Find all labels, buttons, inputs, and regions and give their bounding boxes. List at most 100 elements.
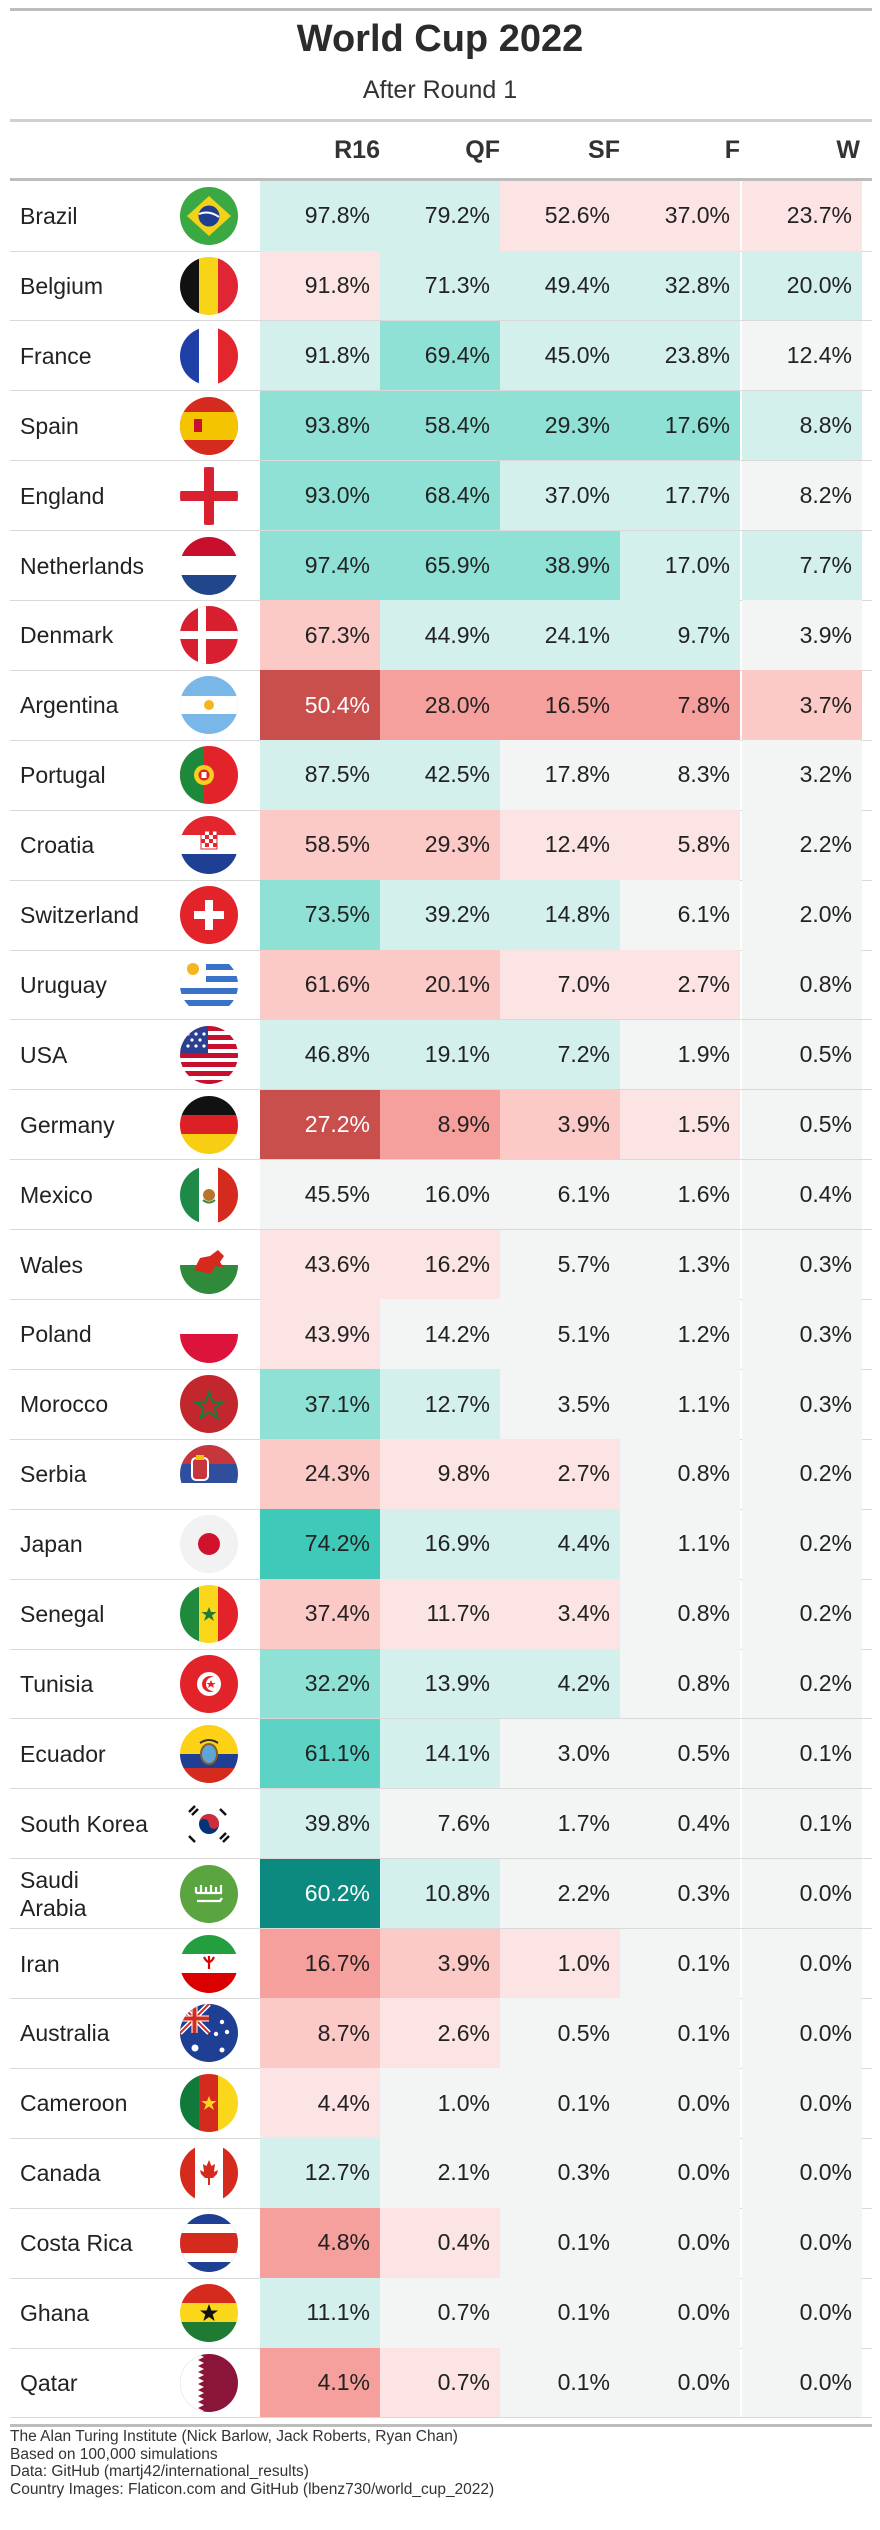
probability-cell-sf: 14.8% bbox=[500, 880, 620, 950]
team-name: Netherlands bbox=[20, 552, 145, 579]
probability-cell-sf: 29.3% bbox=[500, 390, 620, 461]
probability-cell-sf: 1.0% bbox=[500, 1928, 620, 1998]
table-row: Netherlands 97.4% 65.9% 38.9% 17.0% 7.7% bbox=[10, 530, 872, 601]
probability-cell-sf: 16.5% bbox=[500, 670, 620, 740]
wales-flag-icon bbox=[180, 1235, 238, 1294]
probability-cell-w: 0.2% bbox=[742, 1439, 862, 1509]
probability-cell-qf: 20.1% bbox=[380, 949, 500, 1020]
table-row: Ecuador 61.1% 14.1% 3.0% 0.5% 0.1% bbox=[10, 1718, 872, 1790]
probability-cell-qf: 13.9% bbox=[380, 1648, 500, 1719]
probability-cell-sf: 3.0% bbox=[500, 1718, 620, 1789]
probability-cell-r16: 93.8% bbox=[260, 390, 380, 461]
probability-cell-w: 3.2% bbox=[742, 740, 862, 810]
probability-cell-sf: 4.2% bbox=[500, 1648, 620, 1719]
probability-cell-qf: 16.0% bbox=[380, 1159, 500, 1230]
brazil-flag-icon bbox=[180, 187, 238, 245]
probability-cell-w: 7.7% bbox=[742, 530, 862, 600]
saudi-arabia-flag-icon bbox=[180, 1864, 238, 1923]
probability-cell-f: 0.4% bbox=[620, 1788, 740, 1859]
probability-cell-w: 12.4% bbox=[742, 320, 862, 391]
team-name: Wales bbox=[20, 1251, 84, 1278]
probability-cell-r16: 39.8% bbox=[260, 1788, 380, 1859]
probability-cell-f: 0.0% bbox=[620, 2208, 740, 2278]
probability-cell-qf: 28.0% bbox=[380, 670, 500, 740]
chart-subtitle: After Round 1 bbox=[362, 76, 518, 104]
table-row: Spain 93.8% 58.4% 29.3% 17.6% 8.8% bbox=[10, 390, 872, 462]
switzerland-flag-icon bbox=[180, 886, 238, 944]
probability-cell-w: 0.5% bbox=[742, 1089, 862, 1160]
probability-cell-sf: 45.0% bbox=[500, 320, 620, 391]
probability-cell-sf: 5.7% bbox=[500, 1229, 620, 1299]
probability-cell-sf: 2.7% bbox=[500, 1439, 620, 1509]
table-row: Croatia 58.5% 29.3% 12.4% 5.8% 2.2% bbox=[10, 810, 872, 881]
probability-cell-r16: 91.8% bbox=[260, 320, 380, 391]
probability-cell-f: 1.1% bbox=[620, 1369, 740, 1439]
probability-cell-f: 0.3% bbox=[620, 1858, 740, 1929]
footer-simulations: Based on 100,000 simulations bbox=[10, 2445, 218, 2463]
probability-cell-r16: 61.6% bbox=[260, 949, 380, 1020]
probability-cell-qf: 16.9% bbox=[380, 1509, 500, 1579]
probability-cell-qf: 7.6% bbox=[380, 1788, 500, 1859]
probability-cell-qf: 11.7% bbox=[380, 1579, 500, 1649]
probability-cell-r16: 4.4% bbox=[260, 2068, 380, 2138]
denmark-flag-icon bbox=[180, 606, 238, 665]
probability-cell-sf: 3.9% bbox=[500, 1089, 620, 1160]
probability-cell-w: 8.2% bbox=[742, 460, 862, 531]
probability-cell-qf: 19.1% bbox=[380, 1019, 500, 1090]
team-name: Tunisia bbox=[20, 1670, 94, 1697]
probability-cell-r16: 16.7% bbox=[260, 1928, 380, 1998]
team-name: Ghana bbox=[20, 2300, 90, 2326]
footer-rule bbox=[10, 2424, 872, 2427]
probability-cell-w: 0.4% bbox=[742, 1159, 862, 1230]
probability-cell-f: 1.3% bbox=[620, 1229, 740, 1299]
probability-cell-r16: 67.3% bbox=[260, 600, 380, 670]
probability-cell-sf: 17.8% bbox=[500, 740, 620, 810]
team-name: Morocco bbox=[20, 1391, 109, 1418]
probability-cell-qf: 14.1% bbox=[380, 1718, 500, 1789]
team-name: Australia bbox=[20, 2020, 110, 2047]
netherlands-flag-icon bbox=[180, 536, 238, 595]
probability-cell-r16: 4.8% bbox=[260, 2208, 380, 2278]
team-name: Uruguay bbox=[20, 971, 107, 998]
probability-cell-qf: 8.9% bbox=[380, 1089, 500, 1160]
probability-cell-sf: 24.1% bbox=[500, 600, 620, 670]
probability-cell-qf: 3.9% bbox=[380, 1928, 500, 1998]
team-name: Senegal bbox=[20, 1601, 105, 1627]
probability-cell-f: 5.8% bbox=[620, 810, 740, 880]
probability-cell-qf: 44.9% bbox=[380, 600, 500, 670]
probability-cell-w: 2.0% bbox=[742, 880, 862, 950]
probability-cell-f: 0.8% bbox=[620, 1648, 740, 1719]
probability-cell-w: 0.0% bbox=[742, 2347, 862, 2418]
probability-cell-w: 0.0% bbox=[742, 2138, 862, 2208]
table-row: Saudi Arabia 60.2% 10.8% 2.2% 0.3% 0.0% bbox=[10, 1858, 872, 1930]
probability-cell-w: 0.3% bbox=[742, 1229, 862, 1299]
probability-cell-r16: 12.7% bbox=[260, 2138, 380, 2208]
probability-cell-w: 0.1% bbox=[742, 1718, 862, 1789]
column-header-row: R16 QF SF F W bbox=[0, 122, 880, 178]
probability-cell-sf: 38.9% bbox=[500, 530, 620, 600]
probability-cell-w: 0.0% bbox=[742, 1998, 862, 2068]
table-row: Portugal 87.5% 42.5% 17.8% 8.3% 3.2% bbox=[10, 740, 872, 811]
top-rule bbox=[10, 8, 872, 11]
tunisia-flag-icon bbox=[180, 1654, 238, 1713]
south-korea-flag-icon bbox=[180, 1794, 238, 1853]
table-row: Mexico 45.5% 16.0% 6.1% 1.6% 0.4% bbox=[10, 1159, 872, 1231]
table-row: Ghana 11.1% 0.7% 0.1% 0.0% 0.0% bbox=[10, 2278, 872, 2349]
probability-cell-sf: 4.4% bbox=[500, 1509, 620, 1579]
team-name: Spain bbox=[20, 412, 79, 439]
team-name: South Korea bbox=[20, 1810, 148, 1837]
probability-cell-f: 9.7% bbox=[620, 600, 740, 670]
probability-cell-qf: 79.2% bbox=[380, 181, 500, 251]
probability-cell-f: 0.0% bbox=[620, 2278, 740, 2348]
cameroon-flag-icon bbox=[180, 2074, 238, 2133]
probability-cell-w: 3.9% bbox=[742, 600, 862, 670]
probability-cell-qf: 9.8% bbox=[380, 1439, 500, 1509]
probability-cell-r16: 8.7% bbox=[260, 1998, 380, 2068]
probability-cell-qf: 58.4% bbox=[380, 390, 500, 461]
probability-cell-f: 17.0% bbox=[620, 530, 740, 600]
probability-cell-r16: 11.1% bbox=[260, 2278, 380, 2348]
probability-cell-r16: 24.3% bbox=[260, 1439, 380, 1509]
table-row: Brazil 97.8% 79.2% 52.6% 37.0% 23.7% bbox=[10, 181, 872, 252]
probability-cell-sf: 7.0% bbox=[500, 949, 620, 1020]
morocco-flag-icon bbox=[180, 1375, 238, 1434]
